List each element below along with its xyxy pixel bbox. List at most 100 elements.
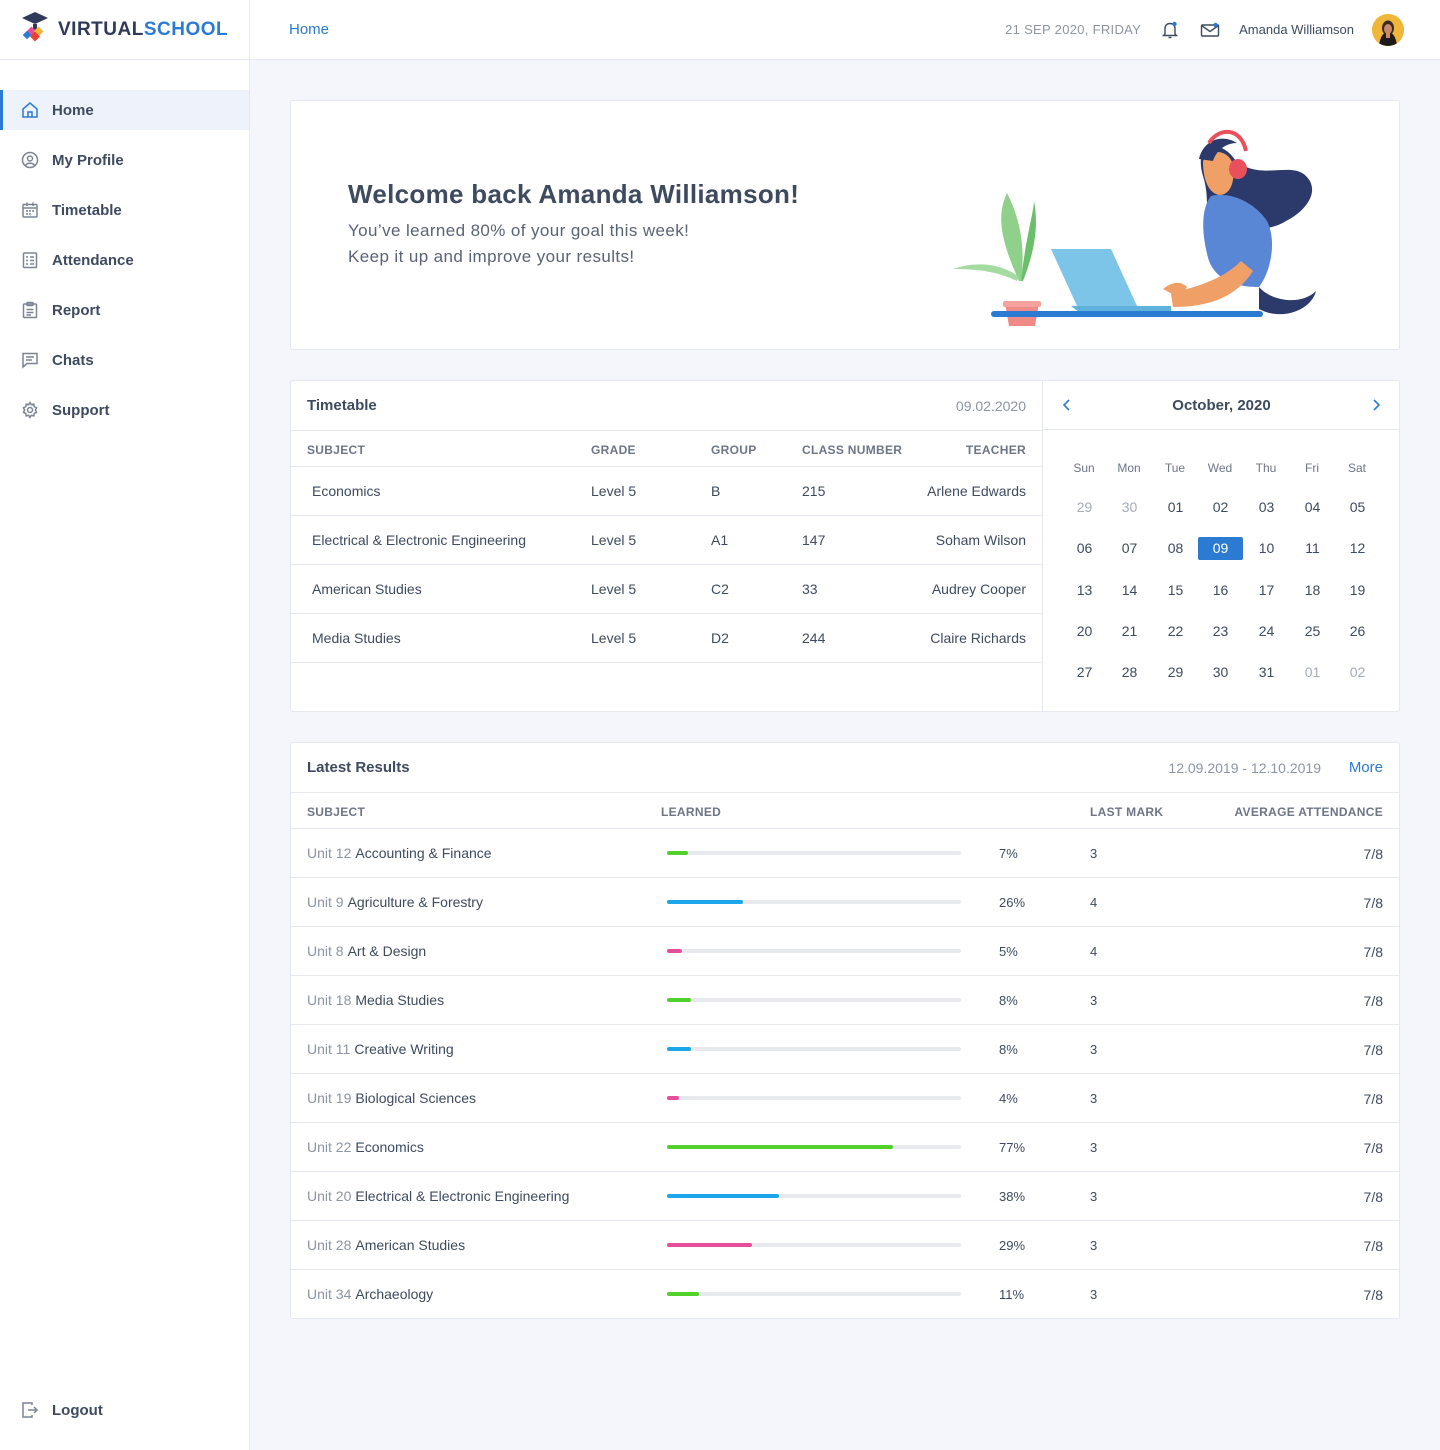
calendar-day[interactable]: 01 (1304, 664, 1321, 680)
calendar-day[interactable]: 25 (1304, 623, 1321, 639)
calendar-day[interactable]: 07 (1121, 540, 1138, 556)
sidebar-item-label: My Profile (52, 151, 124, 169)
subject-cell: Unit 18 Media Studies (307, 992, 444, 1008)
learned-progress-bar (667, 949, 961, 953)
table-row[interactable]: Unit 8 Art & Design 5% 4 7/8 (291, 927, 1399, 976)
calendar-day[interactable]: 11 (1305, 540, 1320, 556)
table-row[interactable]: Unit 9 Agriculture & Forestry 26% 4 7/8 (291, 878, 1399, 927)
table-row[interactable]: Unit 19 Biological Sciences 4% 3 7/8 (291, 1074, 1399, 1123)
progress-fill (667, 1292, 700, 1296)
welcome-card: Welcome back Amanda Williamson! You’ve l… (290, 100, 1400, 350)
sidebar-item-label: Support (52, 401, 110, 419)
table-row[interactable]: Unit 28 American Studies 29% 3 7/8 (291, 1221, 1399, 1270)
column-header: SUBJECT (307, 805, 366, 819)
calendar-day[interactable]: 20 (1076, 623, 1093, 639)
timetable-title: Timetable (307, 397, 377, 414)
learned-progress-bar (667, 900, 961, 904)
table-row[interactable]: Unit 22 Economics 77% 3 7/8 (291, 1123, 1399, 1172)
breadcrumb[interactable]: Home (289, 21, 330, 38)
sidebar-item-chats[interactable]: Chats (0, 340, 249, 380)
subject-name: Electrical & Electronic Engineering (355, 1188, 570, 1204)
calendar-day[interactable]: 21 (1121, 623, 1138, 639)
calendar-day[interactable]: 30 (1121, 499, 1138, 515)
chevron-left-icon[interactable] (1055, 393, 1079, 417)
progress-fill (667, 1243, 753, 1247)
calendar-day[interactable]: 19 (1349, 582, 1366, 598)
learned-percent: 29% (999, 1238, 1026, 1253)
calendar-day[interactable]: 24 (1258, 623, 1275, 639)
calendar-day[interactable]: 13 (1076, 582, 1093, 598)
table-row[interactable]: Unit 20 Electrical & Electronic Engineeri… (291, 1172, 1399, 1221)
subject-name: Economics (355, 1139, 424, 1155)
calendar-day[interactable]: 02 (1349, 664, 1366, 680)
table-row[interactable]: Economics Level 5 B 215 Arlene Edwards (291, 467, 1042, 516)
table-row[interactable]: Unit 18 Media Studies 8% 3 7/8 (291, 976, 1399, 1025)
learned-percent: 38% (999, 1189, 1026, 1204)
mail-icon[interactable] (1199, 19, 1221, 41)
calendar-day[interactable]: 28 (1121, 664, 1138, 680)
calendar-day[interactable]: 16 (1212, 582, 1229, 598)
unit-label: Unit 28 (307, 1237, 352, 1253)
avatar[interactable] (1372, 13, 1404, 46)
calendar-day-selected[interactable]: 09 (1198, 537, 1243, 560)
sidebar-item-home[interactable]: Home (0, 90, 249, 130)
calendar-day[interactable]: 02 (1212, 499, 1229, 515)
calendar-day[interactable]: 10 (1258, 540, 1275, 556)
calendar-day[interactable]: 18 (1304, 582, 1321, 598)
sidebar-item-my-profile[interactable]: My Profile (0, 140, 249, 180)
calendar-day[interactable]: 22 (1167, 623, 1184, 639)
column-header: SUBJECT (307, 443, 366, 457)
calendar-day[interactable]: 26 (1349, 623, 1366, 639)
calendar-day[interactable]: 23 (1212, 623, 1229, 639)
calendar-day[interactable]: 06 (1076, 540, 1093, 556)
calendar-day[interactable]: 29 (1167, 664, 1184, 680)
welcome-message: You’ve learned 80% of your goal this wee… (348, 221, 690, 240)
sidebar-item-support[interactable]: Support (0, 390, 249, 430)
table-row[interactable]: Unit 11 Creative Writing 8% 3 7/8 (291, 1025, 1399, 1074)
calendar-day[interactable]: 14 (1121, 582, 1138, 598)
calendar-day[interactable]: 31 (1258, 664, 1275, 680)
learned-progress-bar (667, 1096, 961, 1100)
calendar-day[interactable]: 12 (1349, 540, 1366, 556)
table-row[interactable]: Unit 12 Accounting & Finance 7% 3 7/8 (291, 829, 1399, 878)
calendar-day[interactable]: 03 (1258, 499, 1275, 515)
sidebar-item-report[interactable]: Report (0, 290, 249, 330)
column-header: LAST MARK (1090, 805, 1164, 819)
learned-percent: 11% (999, 1287, 1025, 1302)
table-row[interactable]: American Studies Level 5 C2 33 Audrey Co… (291, 565, 1042, 614)
logout-button[interactable]: Logout (0, 1390, 249, 1430)
user-name[interactable]: Amanda Williamson (1239, 22, 1354, 37)
subject-cell: Unit 22 Economics (307, 1139, 424, 1155)
table-row[interactable]: Unit 34 Archaeology 11% 3 7/8 (291, 1270, 1399, 1319)
calendar-day[interactable]: 30 (1212, 664, 1229, 680)
brand-logo[interactable]: VIRTUALSCHOOL (0, 0, 249, 60)
results-title: Latest Results (307, 759, 410, 776)
progress-fill (667, 1145, 894, 1149)
sidebar-item-timetable[interactable]: Timetable (0, 190, 249, 230)
calendar-day[interactable]: 01 (1167, 499, 1184, 515)
user-circle-icon (20, 150, 40, 170)
calendar-day[interactable]: 04 (1304, 499, 1321, 515)
calendar-day[interactable]: 05 (1349, 499, 1366, 515)
subject-cell: Unit 12 Accounting & Finance (307, 845, 492, 861)
calendar-day[interactable]: 29 (1076, 499, 1093, 515)
results-date-range: 12.09.2019 - 12.10.2019 (1168, 760, 1321, 776)
sidebar: VIRTUALSCHOOL Home My Profile Timetable … (0, 0, 250, 1450)
table-row[interactable]: Media Studies Level 5 D2 244 Claire Rich… (291, 614, 1042, 663)
calendar-day[interactable]: 15 (1167, 582, 1184, 598)
bell-icon[interactable] (1159, 19, 1181, 41)
chevron-right-icon[interactable] (1364, 393, 1388, 417)
learned-percent: 77% (999, 1140, 1026, 1155)
chat-icon (20, 350, 40, 370)
calendar-day[interactable]: 17 (1258, 582, 1275, 598)
calendar-day[interactable]: 08 (1167, 540, 1184, 556)
calendar-day[interactable]: 27 (1076, 664, 1093, 680)
sidebar-item-attendance[interactable]: Attendance (0, 240, 249, 280)
average-attendance: 7/8 (1363, 1287, 1383, 1303)
table-row[interactable]: Electrical & Electronic Engineering Leve… (291, 516, 1042, 565)
group-cell: A1 (711, 532, 729, 548)
current-date: 21 SEP 2020, FRIDAY (1005, 22, 1142, 37)
more-link[interactable]: More (1348, 759, 1383, 776)
progress-fill (667, 851, 688, 855)
sidebar-item-label: Chats (52, 351, 94, 369)
